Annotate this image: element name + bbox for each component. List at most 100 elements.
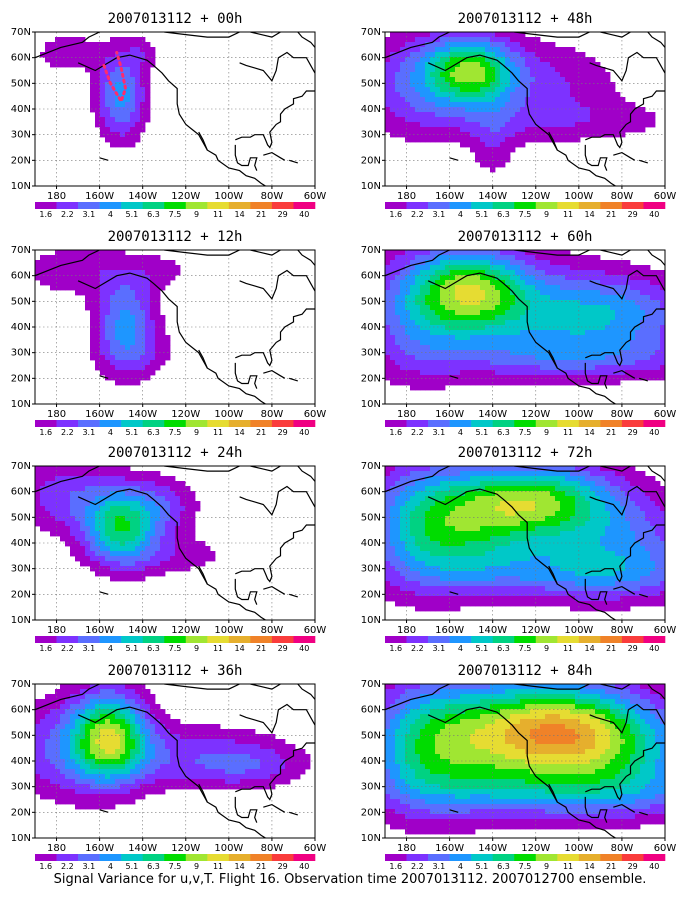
field-cell (515, 122, 521, 128)
field-cell (105, 481, 111, 487)
field-cell (135, 72, 141, 78)
field-cell (580, 330, 586, 336)
field-cell (410, 275, 416, 281)
field-cell (100, 57, 106, 63)
field-cell (410, 355, 416, 361)
field-cell (130, 481, 136, 487)
field-cell (635, 320, 641, 326)
field-cell (455, 67, 461, 73)
field-cell (435, 526, 441, 532)
field-cell (465, 511, 471, 517)
field-cell (400, 335, 406, 341)
field-cell (405, 320, 411, 326)
field-cell (95, 290, 101, 296)
field-cell (615, 380, 621, 386)
field-cell (575, 491, 581, 497)
field-cell (585, 506, 591, 512)
field-cell (510, 511, 516, 517)
field-cell (660, 521, 665, 527)
field-cell (475, 325, 481, 331)
field-cell (580, 350, 586, 356)
field-cell (560, 275, 566, 281)
field-cell (575, 270, 581, 276)
field-cell (390, 325, 396, 331)
field-cell (125, 491, 131, 497)
field-cell (495, 57, 501, 63)
field-cell (415, 137, 421, 143)
field-cell (515, 32, 521, 38)
field-cell (460, 280, 466, 286)
field-cell (400, 87, 406, 93)
field-cell (495, 32, 501, 38)
field-cell (650, 350, 656, 356)
field-cell (625, 295, 631, 301)
field-cell (500, 370, 506, 376)
field-cell (490, 52, 496, 58)
field-cell (425, 481, 431, 487)
field-cell (600, 107, 606, 113)
field-cell (565, 82, 571, 88)
colorbar-label: 2.2 (411, 210, 424, 219)
field-cell (435, 375, 441, 381)
field-cell (65, 52, 71, 58)
field-cell (545, 516, 551, 522)
field-cell (85, 67, 91, 73)
field-cell (140, 265, 146, 271)
field-cell (135, 112, 141, 118)
field-cell (170, 521, 176, 527)
field-cell (390, 102, 396, 108)
field-cell (535, 37, 541, 43)
field-cell (630, 496, 636, 502)
field-cell (495, 370, 501, 376)
field-cell (385, 375, 391, 381)
field-cell (595, 531, 601, 537)
field-cell (505, 92, 511, 98)
field-cell (540, 350, 546, 356)
field-cell (485, 511, 491, 517)
field-cell (155, 476, 161, 482)
field-cell (435, 345, 441, 351)
field-cell (395, 310, 401, 316)
field-cell (590, 72, 596, 78)
field-cell (500, 536, 506, 542)
field-cell (490, 57, 496, 63)
field-cell (70, 265, 76, 271)
field-cell (625, 370, 631, 376)
field-cell (170, 486, 176, 492)
field-cell (525, 350, 531, 356)
field-cell (90, 516, 96, 522)
field-cell (125, 370, 131, 376)
field-cell (100, 536, 106, 542)
field-cell (630, 340, 636, 346)
field-cell (525, 501, 531, 507)
field-cell (115, 496, 121, 502)
field-cell (545, 541, 551, 547)
field-cell (495, 345, 501, 351)
field-cell (160, 571, 166, 577)
field-cell (390, 471, 396, 477)
colorbar-swatch (250, 202, 273, 209)
field-cell (405, 37, 411, 43)
field-cell (465, 67, 471, 73)
field-cell (570, 265, 576, 271)
field-cell (455, 77, 461, 83)
x-tick-label: 180 (47, 191, 66, 202)
field-cell (575, 481, 581, 487)
field-cell (480, 275, 486, 281)
field-cell (495, 511, 501, 517)
field-cell (50, 57, 56, 63)
field-cell (635, 526, 641, 532)
field-cell (410, 320, 416, 326)
field-cell (85, 501, 91, 507)
field-cell (465, 486, 471, 492)
field-cell (75, 521, 81, 527)
field-cell (585, 531, 591, 537)
field-cell (90, 536, 96, 542)
field-cell (555, 355, 561, 361)
field-cell (410, 521, 416, 527)
field-cell (140, 270, 146, 276)
field-cell (490, 521, 496, 527)
field-cell (130, 102, 136, 108)
field-cell (470, 325, 476, 331)
field-cell (155, 506, 161, 512)
